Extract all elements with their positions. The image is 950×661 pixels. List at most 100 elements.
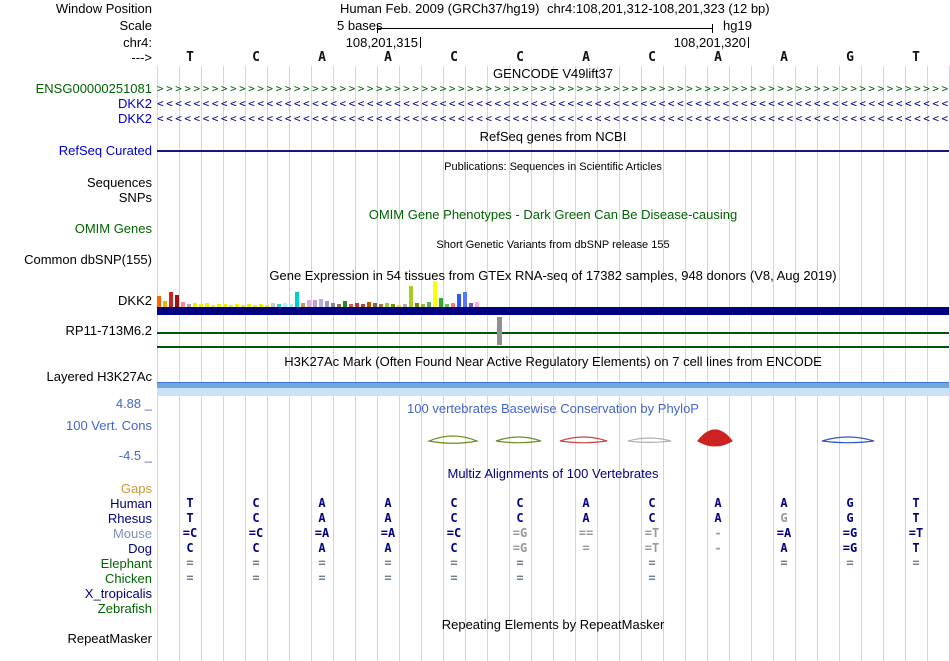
alignment-base: =A: [380, 526, 396, 540]
phylop-curve: [426, 435, 480, 444]
multiz-row-rhesus[interactable]: Rhesus T C A A C C A C A G G T: [0, 511, 950, 526]
refseq-curated-label[interactable]: RefSeq Curated: [58, 143, 152, 158]
phylop-max-row: 4.88 _: [0, 396, 950, 411]
phylop-label-row[interactable]: 100 Vert. Cons: [0, 418, 950, 433]
lncrna-label[interactable]: RP11-713M6.2: [65, 323, 152, 338]
snps-label[interactable]: SNPs: [118, 190, 152, 205]
publications-snps-row[interactable]: SNPs: [0, 190, 950, 205]
refseq-title-row: RefSeq genes from NCBI: [0, 129, 950, 144]
alignment-track[interactable]: = = = = = = =: [157, 571, 949, 586]
gene-arrow-line[interactable]: >>>>>>>>>>>>>>>>>>>>>>>>>>>>>>>>>>>>>>>>…: [157, 82, 949, 95]
lncrna-row[interactable]: RP11-713M6.2: [0, 323, 950, 338]
sequence-row[interactable]: ---> T C A A C C A C A A G T: [0, 50, 950, 66]
lncrna-transcript-line-1[interactable]: [157, 332, 949, 334]
gene-label-dkk2[interactable]: DKK2: [118, 111, 152, 126]
gtex-gene-model-bar[interactable]: [157, 307, 949, 315]
multiz-gaps-row[interactable]: Gaps: [0, 481, 950, 496]
multiz-row-elephant[interactable]: Elephant = = = = = = = = = =: [0, 556, 950, 571]
omim-genes-label[interactable]: OMIM Genes: [74, 221, 152, 236]
gene-arrow-line[interactable]: <<<<<<<<<<<<<<<<<<<<<<<<<<<<<<<<<<<<<<<<…: [157, 112, 949, 125]
gaps-label[interactable]: Gaps: [120, 481, 152, 496]
species-label-human[interactable]: Human: [110, 496, 152, 511]
h3k27ac-signal-topline[interactable]: [157, 382, 949, 383]
alignment-base: =: [450, 571, 458, 585]
gtex-tissue-bar: [373, 303, 377, 307]
common-dbsnp-row[interactable]: Common dbSNP(155): [0, 252, 950, 267]
alignment-base: =: [516, 571, 524, 585]
scale-label: Scale: [119, 18, 152, 33]
species-label-zebrafish[interactable]: Zebrafish: [97, 601, 152, 616]
species-label-dog[interactable]: Dog: [128, 541, 152, 556]
gtex-tissue-bar: [331, 303, 335, 307]
h3k27ac-label[interactable]: Layered H3K27Ac: [46, 369, 152, 384]
gtex-gene-label[interactable]: DKK2: [118, 293, 152, 308]
gtex-tissue-bar: [337, 304, 341, 307]
h3k27ac-signal-upper[interactable]: [157, 383, 949, 388]
multiz-row-human[interactable]: Human T C A A C C A C A A G T: [0, 496, 950, 511]
repeatmasker-label[interactable]: RepeatMasker: [67, 631, 152, 646]
species-label-x_tropicalis[interactable]: X_tropicalis: [84, 586, 152, 601]
alignment-base: =T: [908, 526, 924, 540]
gtex-tissue-bar: [301, 303, 305, 307]
gtex-tissue-bar: [277, 304, 281, 307]
alignment-track[interactable]: = = = = = = = = = =: [157, 556, 949, 571]
alignment-base: A: [714, 496, 722, 510]
alignment-track[interactable]: [157, 601, 949, 616]
gene-arrow-line[interactable]: <<<<<<<<<<<<<<<<<<<<<<<<<<<<<<<<<<<<<<<<…: [157, 97, 949, 110]
gtex-tissue-bar: [199, 304, 203, 307]
alignment-base: =: [648, 556, 656, 570]
gtex-gene-row[interactable]: DKK2: [0, 293, 950, 308]
alignment-base: A: [318, 496, 326, 510]
gtex-tissue-bar: [241, 305, 245, 307]
publications-sequences-row[interactable]: Sequences: [0, 175, 950, 190]
alignment-base: =G: [512, 541, 528, 555]
alignment-track[interactable]: [157, 586, 949, 601]
reference-base: T: [186, 50, 194, 65]
omim-genes-row[interactable]: OMIM Genes: [0, 221, 950, 236]
gene-label-ensg00000251081[interactable]: ENSG00000251081: [35, 81, 152, 96]
gene-row-ensg[interactable]: ENSG00000251081 >>>>>>>>>>>>>>>>>>>>>>>>…: [0, 81, 950, 96]
gtex-expression-barchart[interactable]: [157, 281, 949, 307]
h3k27ac-signal-lower[interactable]: [157, 388, 949, 396]
alignment-track[interactable]: C C A A C =G = =T - A =G T: [157, 541, 949, 556]
gtex-tissue-bar: [283, 303, 287, 307]
reference-base: C: [648, 50, 656, 65]
gtex-tissue-bar: [319, 299, 323, 307]
gtex-tissue-bar: [469, 303, 473, 307]
phylop-label[interactable]: 100 Vert. Cons: [66, 418, 152, 433]
multiz-row-mouse[interactable]: Mouse =C =C =A =A =C =G == =T - =A =G =T: [0, 526, 950, 541]
repeatmasker-label-row[interactable]: RepeatMasker: [0, 631, 950, 646]
alignment-track[interactable]: =C =C =A =A =C =G == =T - =A =G =T: [157, 526, 949, 541]
species-label-mouse[interactable]: Mouse: [112, 526, 152, 541]
lncrna-transcript-line-2[interactable]: [157, 346, 949, 348]
species-label-rhesus[interactable]: Rhesus: [107, 511, 152, 526]
gene-row-dkk2-2[interactable]: DKK2 <<<<<<<<<<<<<<<<<<<<<<<<<<<<<<<<<<<…: [0, 111, 950, 126]
multiz-row-dog[interactable]: Dog C C A A C =G = =T - A =G T: [0, 541, 950, 556]
coord-left: 108,201,315: [345, 35, 418, 50]
gene-row-dkk2-1[interactable]: DKK2 <<<<<<<<<<<<<<<<<<<<<<<<<<<<<<<<<<<…: [0, 96, 950, 111]
alignment-base: =: [186, 556, 194, 570]
h3k27ac-label-row[interactable]: Layered H3K27Ac: [0, 369, 950, 384]
coord-left-tick: [420, 37, 421, 48]
sequences-label[interactable]: Sequences: [86, 175, 152, 190]
alignment-base: G: [780, 511, 788, 525]
multiz-row-chicken[interactable]: Chicken = = = = = = =: [0, 571, 950, 586]
gtex-tissue-bar: [463, 292, 467, 307]
alignment-base: C: [450, 541, 458, 555]
gencode-title: GENCODE V49lift37: [493, 66, 613, 81]
lncrna-exon-block[interactable]: [497, 317, 502, 345]
gtex-title-row: Gene Expression in 54 tissues from GTEx …: [0, 268, 950, 283]
phylop-conservation-plot[interactable]: [157, 427, 949, 453]
multiz-row-zebrafish[interactable]: Zebrafish: [0, 601, 950, 616]
species-label-chicken[interactable]: Chicken: [105, 571, 152, 586]
multiz-row-x_tropicalis[interactable]: X_tropicalis: [0, 586, 950, 601]
common-dbsnp-label[interactable]: Common dbSNP(155): [24, 252, 152, 267]
gene-label-dkk2[interactable]: DKK2: [118, 96, 152, 111]
refseq-gene-line[interactable]: [157, 150, 949, 152]
refseq-curated-row[interactable]: RefSeq Curated: [0, 143, 950, 158]
species-label-elephant[interactable]: Elephant: [100, 556, 152, 571]
phylop-title: 100 vertebrates Basewise Conservation by…: [407, 401, 699, 416]
